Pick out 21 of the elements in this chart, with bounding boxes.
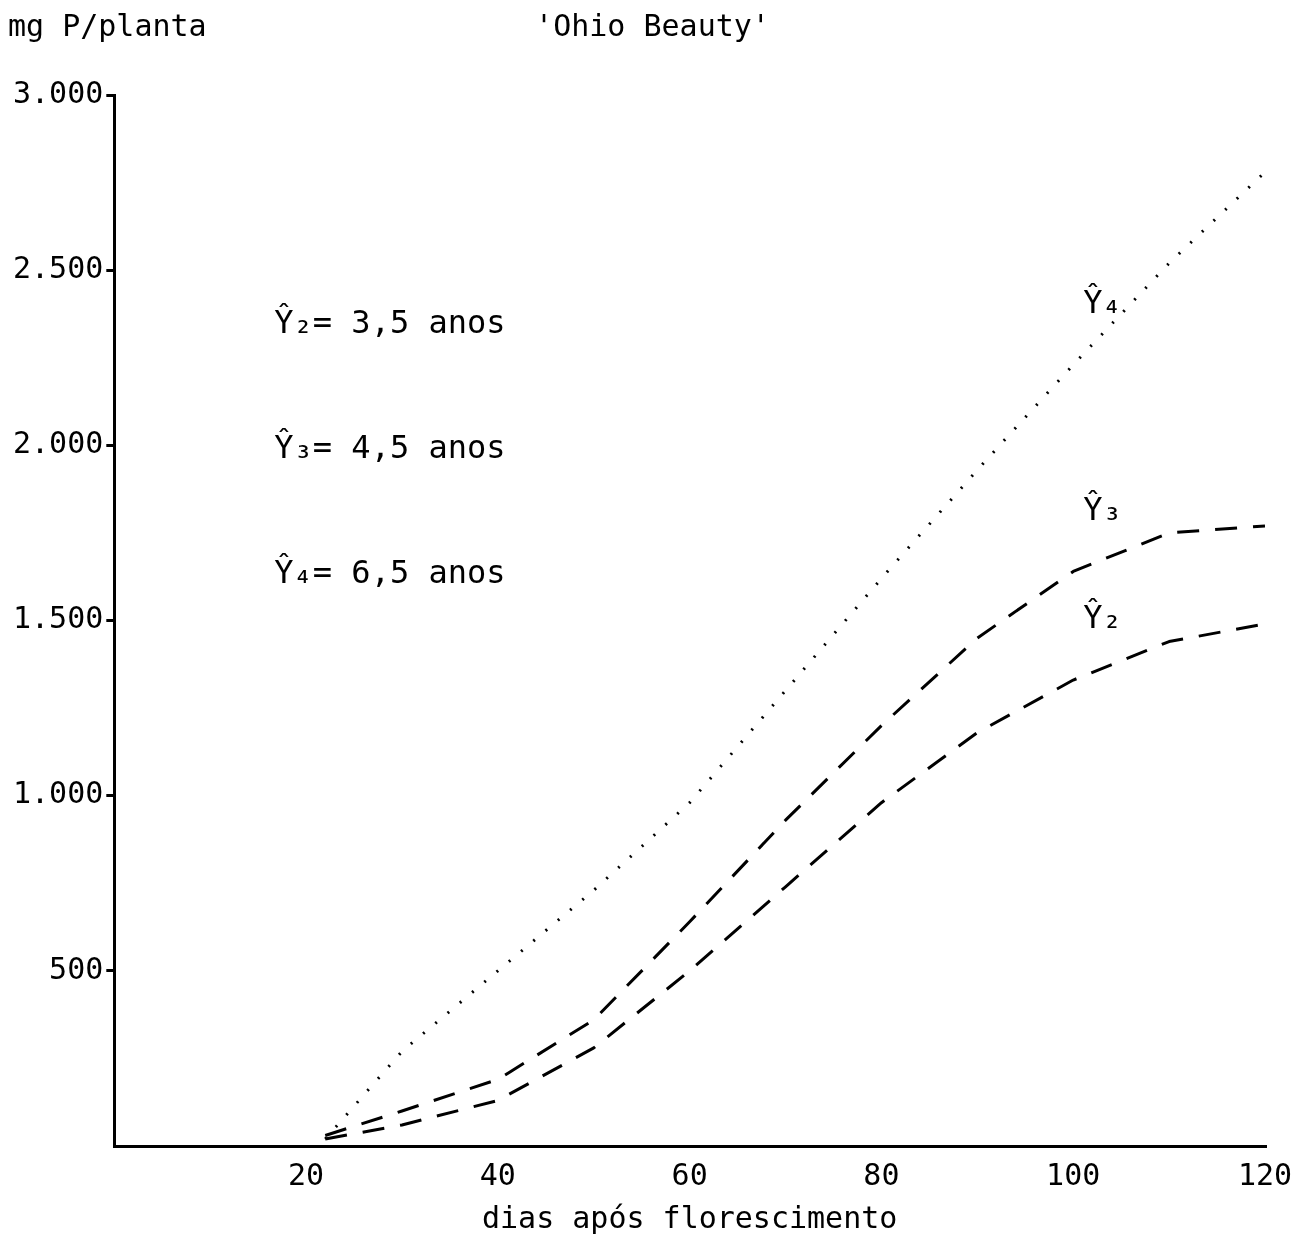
x-tick-label: 40: [479, 1156, 516, 1192]
y-tick-label: 1.500: [13, 600, 104, 636]
annotation: Ŷ₂= 3,5 anos: [274, 303, 506, 342]
x-tick-label: 100: [1046, 1156, 1101, 1192]
y-tick-label: 500: [49, 950, 104, 986]
y-tick-label: 2.500: [13, 249, 104, 285]
y-axis-title: mg P/planta: [8, 8, 207, 43]
series-label: Ŷ₃: [1083, 489, 1122, 528]
y-tick-label: 2.000: [13, 425, 104, 461]
x-tick-label: 80: [863, 1156, 900, 1192]
chart-title: 'Ohio Beauty': [535, 8, 770, 43]
y-tick-label: 1.000: [13, 775, 104, 811]
x-axis-title: dias após florescimento: [481, 1199, 898, 1235]
x-tick-label: 60: [671, 1156, 708, 1192]
series-label: Ŷ₂: [1083, 598, 1122, 637]
annotation: Ŷ₃= 4,5 anos: [274, 428, 506, 467]
x-tick-label: 20: [288, 1156, 325, 1192]
y-tick-label: 3.000: [13, 74, 104, 110]
x-tick-label: 120: [1237, 1156, 1293, 1192]
annotation: Ŷ₄= 6,5 anos: [274, 553, 506, 592]
series-label: Ŷ₄: [1083, 283, 1122, 322]
